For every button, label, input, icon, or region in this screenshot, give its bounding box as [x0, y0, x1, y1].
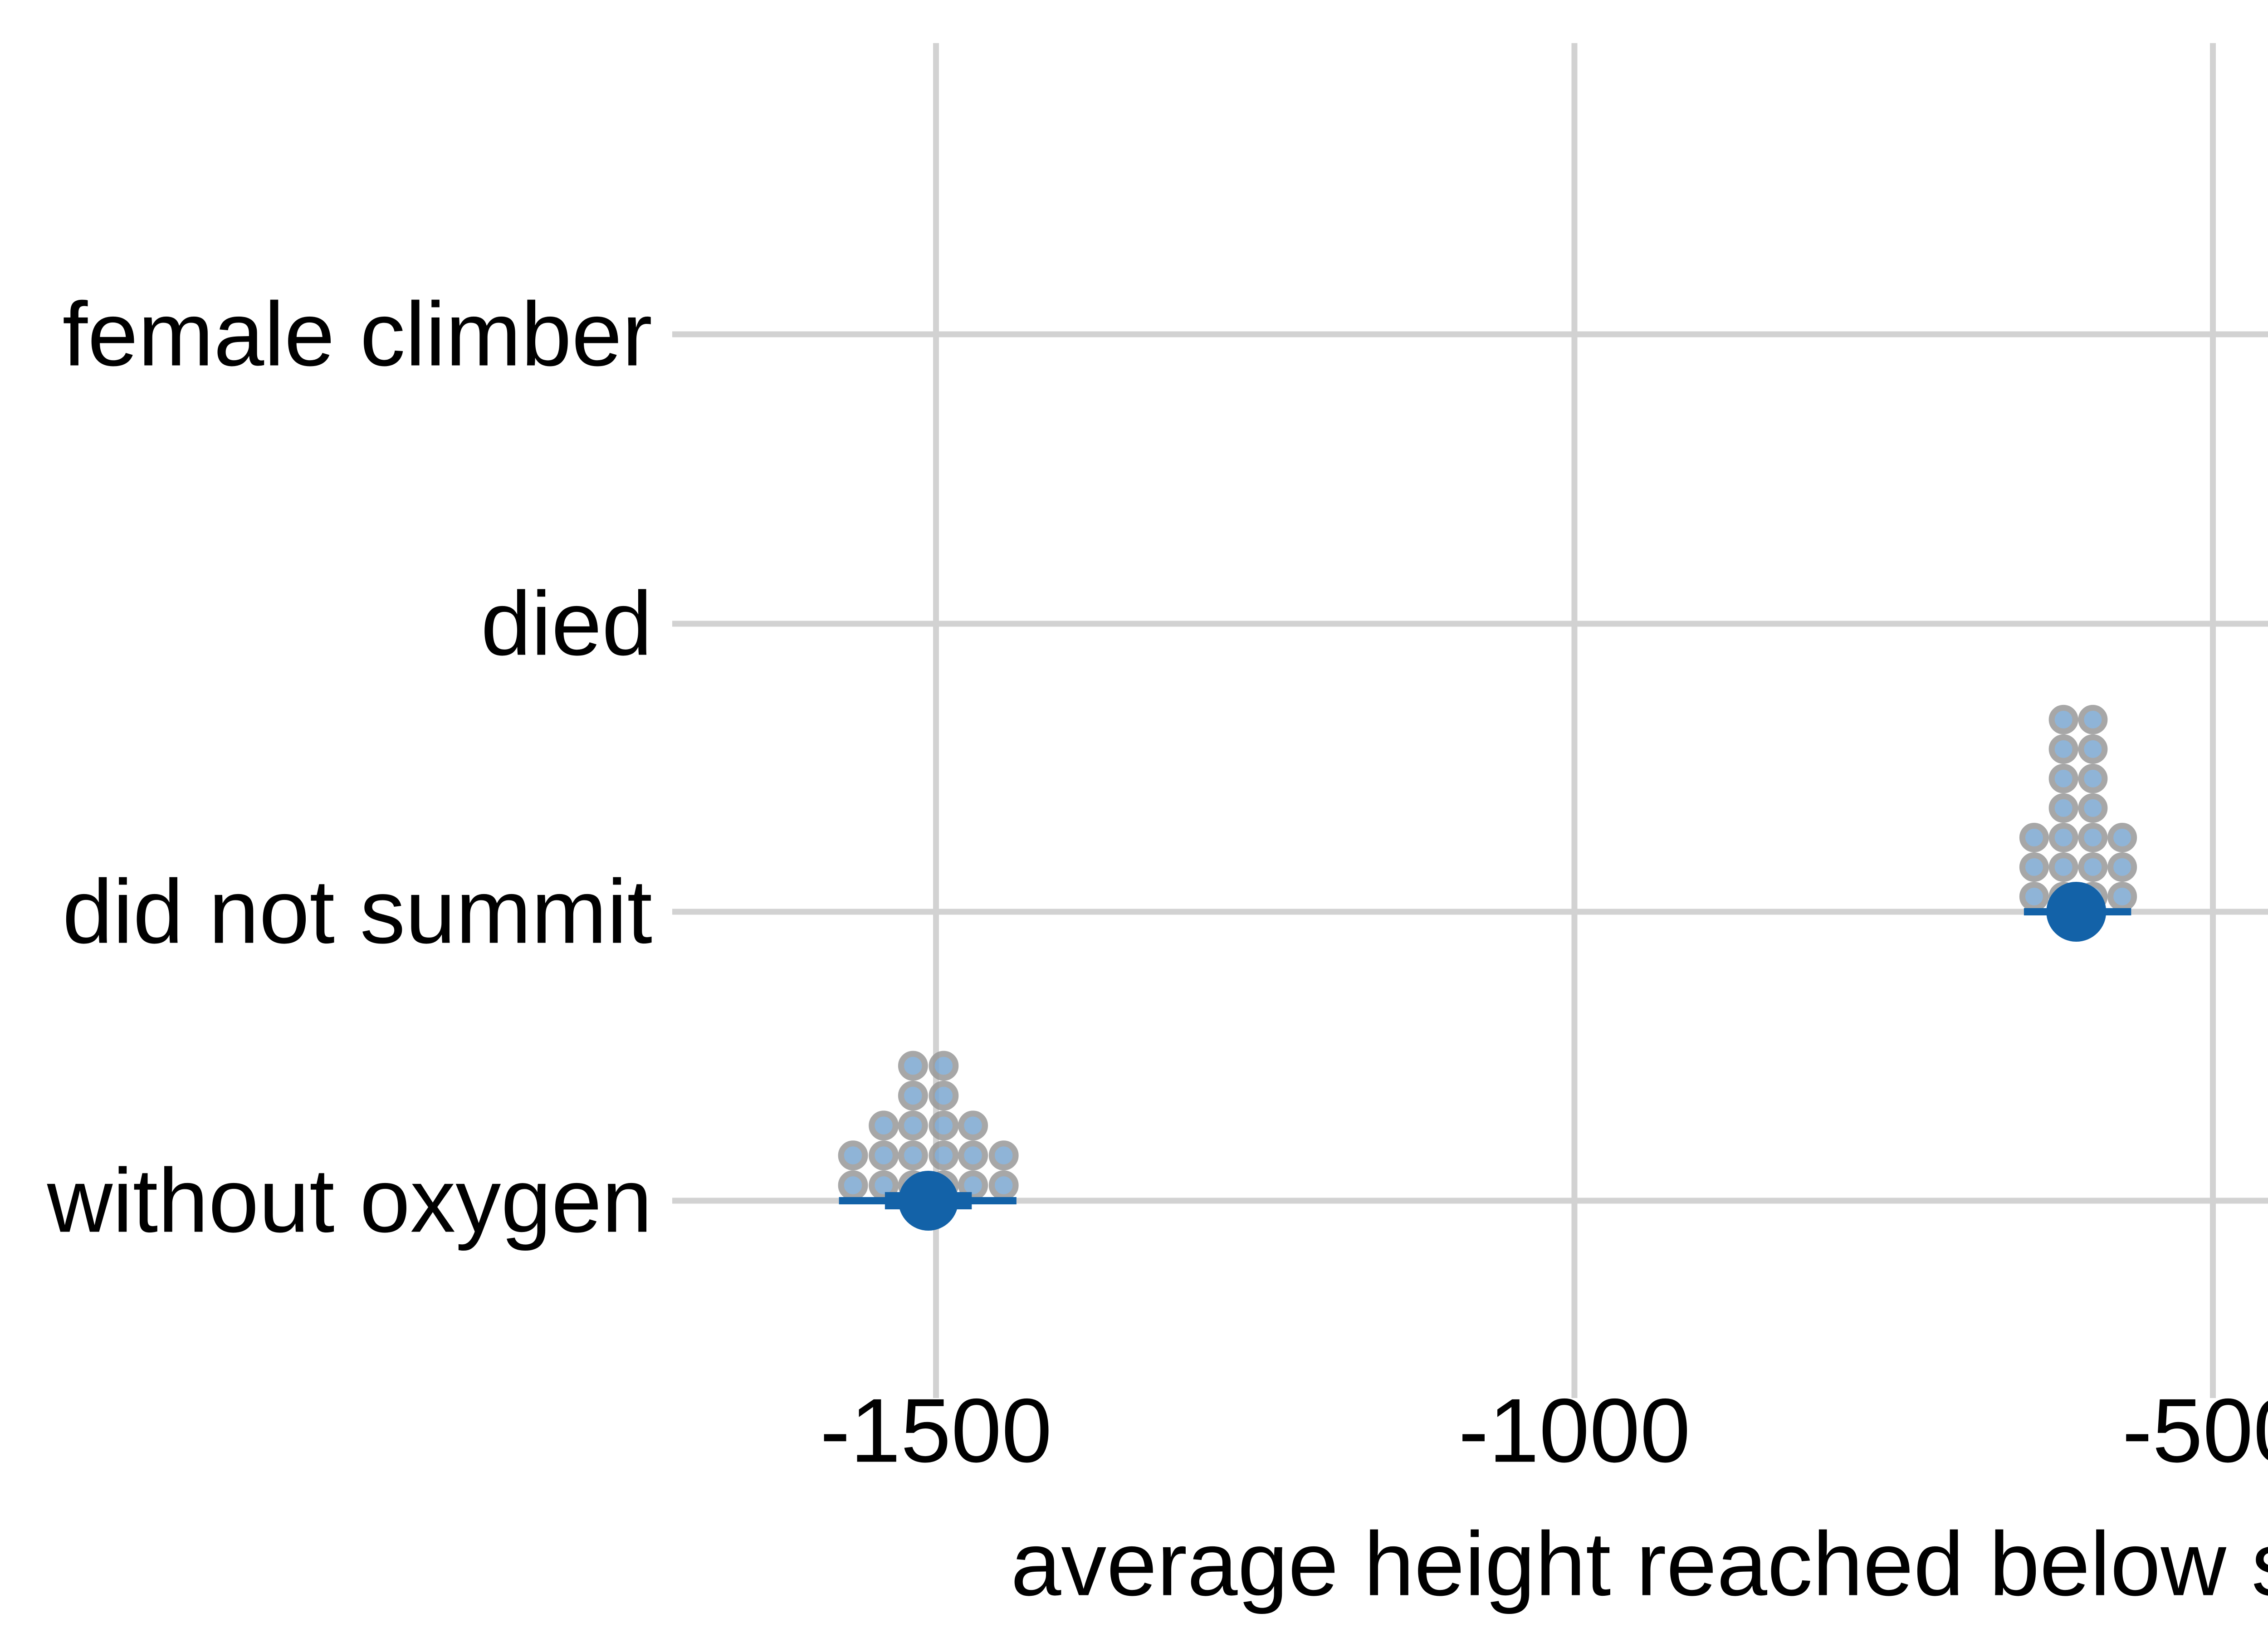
quantile-dot	[2078, 704, 2108, 734]
y-axis-category-label: without oxygen	[47, 1150, 652, 1252]
point-estimate	[2046, 882, 2107, 942]
quantile-dot	[2107, 852, 2137, 882]
quantile-dots	[2019, 704, 2137, 911]
point-estimate	[898, 1171, 958, 1231]
series-row	[838, 1051, 1019, 1231]
quantile-dot	[929, 1110, 959, 1141]
data-layer	[838, 704, 2137, 1231]
quantile-dot	[2078, 852, 2108, 882]
x-tick-label: -500	[2122, 1380, 2268, 1481]
quantile-dot	[929, 1140, 959, 1171]
quantile-dot	[2107, 822, 2137, 852]
quantile-dot	[2107, 881, 2137, 911]
x-axis-title: average height reached below summit (met…	[1011, 1514, 2268, 1615]
h-gridline	[695, 621, 2268, 627]
h-gridline	[695, 331, 2268, 337]
quantile-dot	[958, 1110, 988, 1141]
quantile-dot	[898, 1110, 928, 1141]
h-gridline	[695, 1198, 2268, 1204]
quantile-dot	[2078, 734, 2108, 764]
quantile-dot	[929, 1081, 959, 1111]
quantile-dot	[2048, 822, 2078, 852]
gridlines-layer	[672, 43, 2268, 1398]
y-axis-category-label: died	[481, 573, 652, 675]
x-tick-mark	[933, 1374, 939, 1398]
y-tick-mark	[672, 331, 695, 337]
v-gridline	[1571, 43, 1578, 1374]
quantile-dot	[838, 1140, 868, 1171]
quantile-dot	[2078, 822, 2108, 852]
y-axis-category-label: female climber	[63, 284, 652, 385]
y-axis-category-label: did not summit	[63, 861, 653, 963]
quantile-dot	[2019, 852, 2049, 882]
quantile-dot	[929, 1051, 959, 1081]
v-gridline	[2210, 43, 2216, 1374]
quantile-dot	[869, 1140, 899, 1171]
quantile-dot	[2048, 734, 2078, 764]
quantile-dot	[869, 1110, 899, 1141]
y-tick-mark	[672, 1198, 695, 1204]
quantile-dot	[898, 1081, 928, 1111]
quantile-dot	[838, 1170, 868, 1200]
quantile-dot	[2048, 704, 2078, 734]
x-tick-label: -1500	[820, 1380, 1052, 1481]
v-gridline	[933, 43, 939, 1374]
quantile-dot	[898, 1140, 928, 1171]
quantile-dot	[898, 1051, 928, 1081]
quantile-dot	[988, 1170, 1019, 1200]
x-tick-mark	[2210, 1374, 2216, 1398]
quantile-dot	[2019, 881, 2049, 911]
labels-layer: female climber died did not summit without …	[47, 284, 2268, 1481]
quantile-dot	[2019, 822, 2049, 852]
quantile-dot	[2048, 793, 2078, 823]
series-row	[2019, 704, 2137, 942]
quantile-dot	[988, 1140, 1019, 1171]
x-tick-label: -1000	[1458, 1380, 1691, 1481]
y-tick-mark	[672, 909, 695, 915]
y-tick-mark	[672, 621, 695, 627]
x-tick-mark	[1571, 1374, 1578, 1398]
quantile-dot	[2048, 852, 2078, 882]
h-gridline	[695, 909, 2268, 915]
quantile-dot	[958, 1140, 988, 1171]
quantile-dot	[2078, 763, 2108, 793]
quantile-dot	[2048, 763, 2078, 793]
quantile-dot	[2078, 793, 2108, 823]
